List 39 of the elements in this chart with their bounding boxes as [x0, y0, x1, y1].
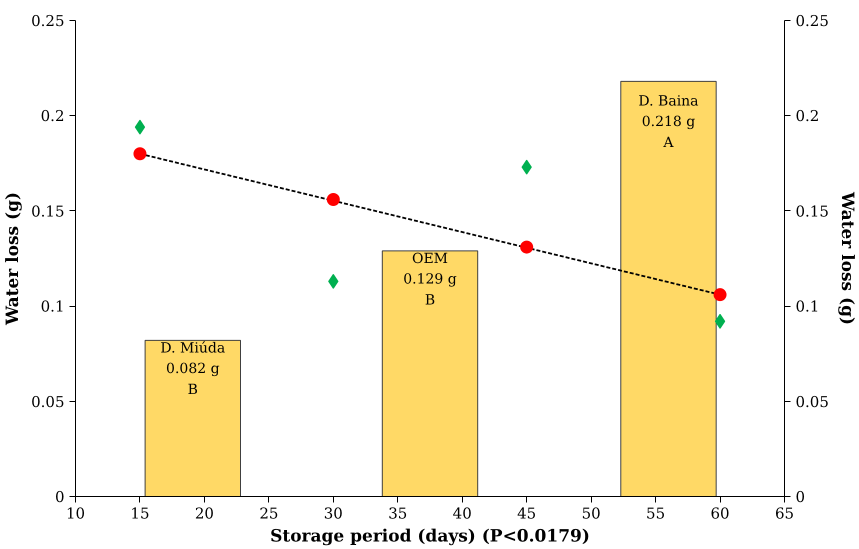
x-tick-label: 65	[774, 504, 794, 522]
point	[714, 288, 727, 302]
y2-axis-title: Water loss (g)	[836, 191, 857, 326]
x-tick-label: 30	[324, 504, 343, 522]
point	[134, 120, 146, 135]
point	[714, 314, 726, 329]
y2-tick-label: 0.05	[796, 392, 829, 411]
x-tick-label: 10	[66, 504, 86, 522]
x-tick-label: 50	[582, 504, 601, 522]
y2-tick-label: 0.25	[796, 12, 829, 30]
bar	[620, 80, 717, 496]
y2-tick-label: 0	[796, 488, 806, 506]
y2-tick-label: 0.1	[796, 298, 820, 316]
data-label: D. Baina 0.218 g A	[638, 93, 699, 152]
x-tick-label: 20	[194, 504, 214, 522]
y2-tick-label: 0.15	[796, 202, 829, 220]
point	[133, 147, 146, 160]
bar	[144, 340, 242, 496]
y-tick-label: 0.25	[31, 12, 65, 30]
x-axis-title: Storage period (days) (P<0.0179)	[270, 526, 590, 546]
y-tick-label: 0.1	[40, 298, 65, 316]
y-tick-label: 0	[54, 488, 65, 506]
y-tick-label: 0.05	[31, 392, 65, 411]
point	[326, 192, 340, 206]
x-tick-label: 15	[130, 504, 150, 522]
y-axis-title: Water loss (g)	[3, 192, 24, 326]
y-tick-label: 0.2	[40, 107, 65, 126]
y2-tick-label: 0.2	[796, 107, 820, 126]
x-tick-label: 45	[517, 504, 536, 522]
bar	[382, 250, 478, 496]
y-tick-label: 0.15	[31, 202, 65, 220]
x-tick-label: 35	[388, 504, 408, 522]
x-tick-label: 25	[259, 504, 278, 522]
x-tick-label: 60	[710, 504, 730, 522]
x-tick-label: 55	[646, 504, 666, 522]
x-tick-label: 40	[452, 504, 472, 522]
data-label: OEM 0.129 g B	[403, 250, 457, 308]
data-label: D. Miúda 0.082 g B	[160, 340, 226, 398]
point	[520, 240, 534, 254]
